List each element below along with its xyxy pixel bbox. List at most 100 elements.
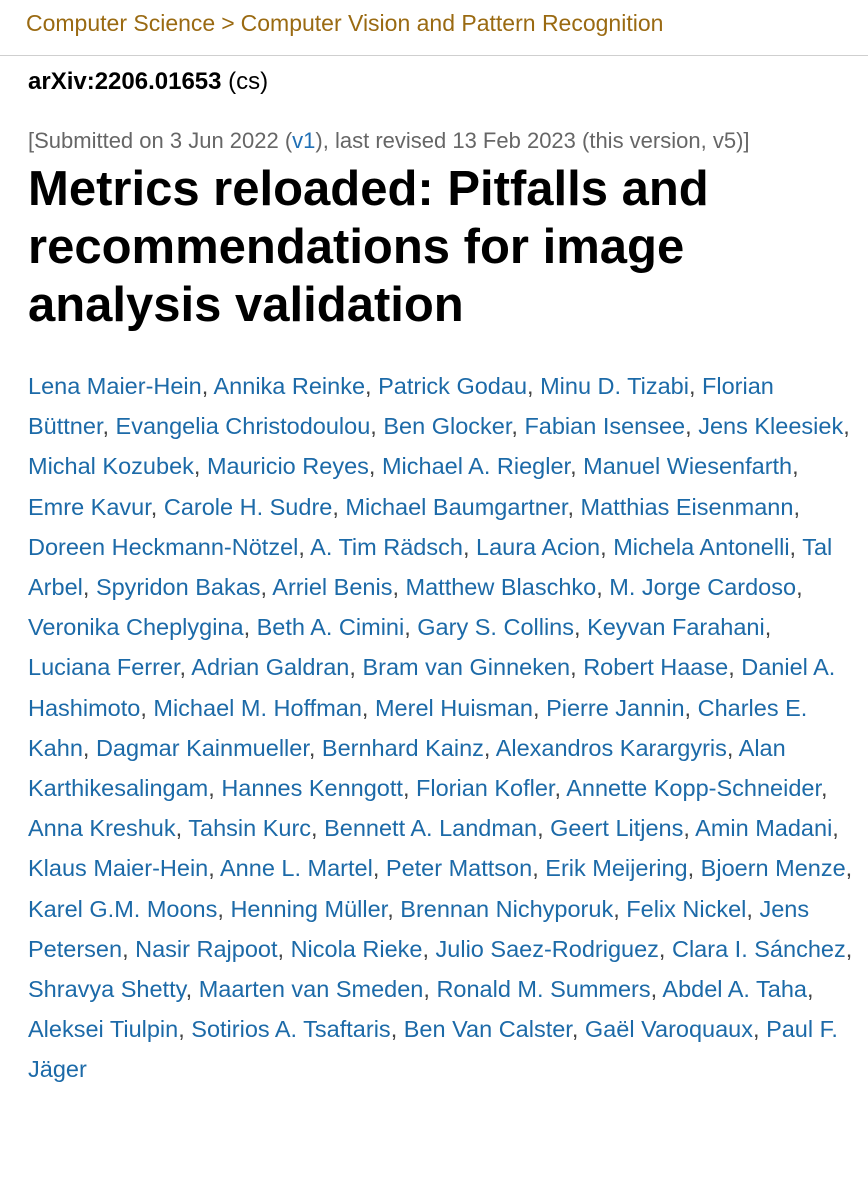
author-link[interactable]: Abdel A. Taha bbox=[662, 976, 807, 1003]
author-separator: , bbox=[845, 935, 853, 962]
author-link[interactable]: Bjoern Menze bbox=[700, 855, 846, 882]
author-link[interactable]: Anna Kreshuk bbox=[28, 815, 176, 842]
author-link[interactable]: Manuel Wiesenfarth bbox=[583, 453, 793, 480]
author-link[interactable]: Veronika Cheplygina bbox=[28, 614, 244, 641]
author-link[interactable]: Shravya Shetty bbox=[28, 976, 186, 1003]
version-v1-link[interactable]: v1 bbox=[292, 128, 316, 153]
author-link[interactable]: Maarten van Smeden bbox=[198, 976, 424, 1003]
author-separator: , bbox=[298, 533, 311, 560]
author-link[interactable]: Annette Kopp-Schneider bbox=[566, 775, 821, 802]
author-link[interactable]: Pierre Jannin bbox=[546, 694, 685, 721]
author-link[interactable]: Nasir Rajpoot bbox=[135, 935, 278, 962]
author-link[interactable]: Evangelia Christodoulou bbox=[115, 413, 371, 440]
author-link[interactable]: Luciana Ferrer bbox=[28, 654, 180, 681]
author-link[interactable]: Ben Glocker bbox=[383, 413, 512, 440]
author-separator: , bbox=[684, 694, 698, 721]
author-separator: , bbox=[685, 413, 699, 440]
author-link[interactable]: Gary S. Collins bbox=[417, 614, 574, 641]
author-link[interactable]: Emre Kavur bbox=[28, 493, 151, 520]
author-link[interactable]: Amin Madani bbox=[695, 815, 833, 842]
author-link[interactable]: Arriel Benis bbox=[272, 574, 393, 601]
author-link[interactable]: Ronald M. Summers bbox=[436, 976, 651, 1003]
author-link[interactable]: A. Tim Rädsch bbox=[310, 533, 463, 560]
author-link[interactable]: Bernhard Kainz bbox=[321, 734, 484, 761]
author-link[interactable]: Anne L. Martel bbox=[220, 855, 373, 882]
author-separator: , bbox=[150, 493, 164, 520]
author-link[interactable]: Mauricio Reyes bbox=[206, 453, 369, 480]
author-link[interactable]: Michael M. Hoffman bbox=[153, 694, 362, 721]
author-link[interactable]: M. Jorge Cardoso bbox=[609, 574, 797, 601]
author-link[interactable]: Matthias Eisenmann bbox=[580, 493, 794, 520]
author-link[interactable]: Florian Büttner bbox=[28, 373, 774, 440]
submission-prefix: [Submitted on 3 Jun 2022 ( bbox=[28, 128, 293, 153]
author-link[interactable]: Lena Maier-Hein bbox=[28, 373, 202, 399]
author-link[interactable]: Clara I. Sánchez bbox=[671, 935, 846, 962]
author-separator: , bbox=[178, 1016, 192, 1043]
author-link[interactable]: Annika Reinke bbox=[213, 373, 366, 399]
author-link[interactable]: Jens Kleesiek bbox=[698, 413, 844, 440]
author-link[interactable]: Beth A. Cimini bbox=[256, 614, 405, 641]
author-link[interactable]: Keyvan Farahani bbox=[587, 614, 765, 641]
author-link[interactable]: Jens Petersen bbox=[28, 895, 810, 962]
author-link[interactable]: Doreen Heckmann-Nötzel bbox=[28, 533, 299, 560]
breadcrumb-separator: > bbox=[221, 10, 235, 36]
author-separator: , bbox=[658, 935, 672, 962]
author-link[interactable]: Alexandros Karargyris bbox=[495, 734, 727, 761]
author-separator: , bbox=[753, 1016, 767, 1043]
author-link[interactable]: Carole H. Sudre bbox=[163, 493, 333, 520]
author-link[interactable]: Geert Litjens bbox=[550, 815, 684, 842]
author-link[interactable]: Karel G.M. Moons bbox=[28, 895, 218, 922]
author-link[interactable]: Michael A. Riegler bbox=[381, 453, 571, 480]
author-link[interactable]: Michael Baumgartner bbox=[345, 493, 568, 520]
author-link[interactable]: Erik Meijering bbox=[545, 855, 688, 882]
breadcrumb-category-link[interactable]: Computer Science bbox=[26, 10, 216, 36]
author-link[interactable]: Michela Antonelli bbox=[613, 533, 790, 560]
author-separator: , bbox=[571, 1016, 585, 1043]
author-separator: , bbox=[208, 855, 220, 882]
submission-suffix: ), last revised 13 Feb 2023 (this versio… bbox=[315, 128, 750, 153]
author-link[interactable]: Patrick Godau bbox=[378, 373, 528, 399]
author-link[interactable]: Merel Huisman bbox=[374, 694, 534, 721]
author-link[interactable]: Florian Kofler bbox=[416, 775, 555, 802]
author-separator: , bbox=[683, 815, 696, 842]
author-link[interactable]: Adrian Galdran bbox=[191, 654, 350, 681]
author-separator: , bbox=[533, 694, 547, 721]
author-link[interactable]: Laura Acion bbox=[476, 533, 601, 560]
author-link[interactable]: Ben Van Calster bbox=[403, 1016, 572, 1043]
author-separator: , bbox=[613, 895, 627, 922]
author-separator: , bbox=[532, 855, 546, 882]
author-separator: , bbox=[243, 614, 257, 641]
author-link[interactable]: Fabian Isensee bbox=[524, 413, 686, 440]
author-link[interactable]: Gaël Varoquaux bbox=[584, 1016, 753, 1043]
author-separator: , bbox=[217, 895, 231, 922]
author-link[interactable]: Paul F. Jäger bbox=[28, 1016, 838, 1083]
author-link[interactable]: Aleksei Tiulpin bbox=[28, 1016, 179, 1043]
breadcrumb-subcategory-link[interactable]: Computer Vision and Pattern Recognition bbox=[240, 10, 664, 36]
author-link[interactable]: Julio Saez-Rodriguez bbox=[435, 935, 659, 962]
author-link[interactable]: Hannes Kenngott bbox=[221, 775, 403, 802]
author-link[interactable]: Charles E. Kahn bbox=[28, 694, 808, 761]
author-link[interactable]: Henning Müller bbox=[230, 895, 388, 922]
author-link[interactable]: Minu D. Tizabi bbox=[540, 373, 689, 399]
author-link[interactable]: Sotirios A. Tsaftaris bbox=[191, 1016, 391, 1043]
author-link[interactable]: Bennett A. Landman bbox=[324, 815, 538, 842]
author-separator: , bbox=[483, 734, 496, 761]
author-link[interactable]: Nicola Rieke bbox=[290, 935, 423, 962]
author-separator: , bbox=[308, 734, 322, 761]
author-link[interactable]: Alan Karthikesalingam bbox=[28, 734, 786, 802]
author-link[interactable]: Peter Mattson bbox=[385, 855, 533, 882]
author-link[interactable]: Brennan Nichyporuk bbox=[400, 895, 614, 922]
author-link[interactable]: Tahsin Kurc bbox=[188, 815, 312, 842]
author-link[interactable]: Michal Kozubek bbox=[28, 453, 194, 480]
author-link[interactable]: Tal Arbel bbox=[28, 533, 833, 601]
author-separator: , bbox=[260, 574, 273, 601]
author-link[interactable]: Klaus Maier-Hein bbox=[28, 855, 209, 882]
author-link[interactable]: Felix Nickel bbox=[626, 895, 747, 922]
author-link[interactable]: Bram van Ginneken bbox=[362, 654, 571, 681]
author-link[interactable]: Daniel A. Hashimoto bbox=[28, 654, 836, 721]
author-link[interactable]: Spyridon Bakas bbox=[95, 574, 261, 601]
author-link[interactable]: Matthew Blaschko bbox=[405, 574, 597, 601]
author-link[interactable]: Robert Haase bbox=[583, 654, 729, 681]
author-separator: , bbox=[462, 533, 476, 560]
author-link[interactable]: Dagmar Kainmueller bbox=[95, 734, 309, 761]
